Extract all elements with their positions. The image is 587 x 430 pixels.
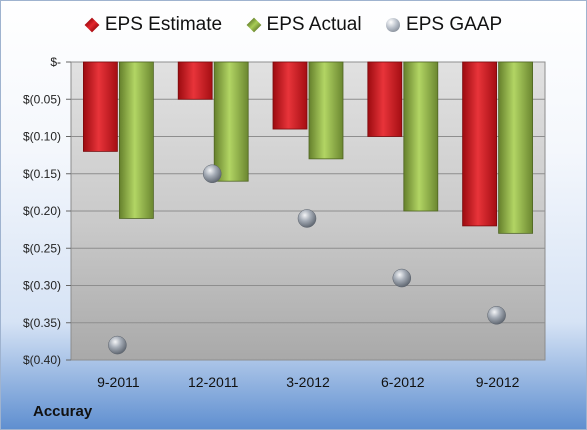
legend-swatch-estimate: [84, 17, 100, 33]
legend-label-actual: EPS Actual: [266, 14, 362, 35]
bar-eps-actual: [308, 61, 344, 160]
bars: [83, 61, 534, 234]
y-tick-label: $(0.15): [23, 167, 61, 181]
bar-eps-estimate: [177, 61, 213, 100]
legend: EPS Estimate EPS Actual EPS GAAP: [0, 14, 587, 44]
legend-item-gaap[interactable]: EPS GAAP: [386, 14, 502, 36]
bar-eps-estimate: [367, 61, 403, 137]
y-tick-label: $(0.10): [23, 130, 61, 144]
point-eps-gaap: [108, 335, 127, 355]
bar-eps-estimate: [83, 61, 118, 152]
x-tick-label: 3-2012: [286, 374, 330, 390]
legend-item-actual[interactable]: EPS Actual: [246, 14, 362, 36]
y-tick-label: $-: [50, 55, 61, 69]
y-tick-label: $(0.25): [23, 241, 61, 255]
x-tick-label: 9-2012: [476, 374, 520, 390]
legend-item-estimate[interactable]: EPS Estimate: [84, 14, 223, 36]
point-eps-gaap: [392, 268, 412, 288]
y-tick-label: $(0.35): [23, 316, 61, 330]
bar-eps-estimate: [462, 61, 498, 227]
x-tick-label: 9-2011: [97, 374, 140, 390]
x-tick-label: 12-2011: [188, 374, 239, 390]
bar-eps-actual: [213, 61, 249, 182]
point-eps-gaap: [297, 209, 317, 228]
gaap-points: [108, 164, 506, 355]
y-tick-label: $(0.20): [23, 204, 61, 218]
company-name: Accuray: [33, 403, 93, 420]
x-axis-ticks: 9-2011 12-2011 3-2012 6-2012 9-2012: [97, 374, 519, 390]
legend-swatch-gaap: [386, 18, 401, 32]
x-tick-label: 6-2012: [381, 374, 425, 390]
y-axis-ticks: $- $(0.05) $(0.10) $(0.15) $(0.20) $(0.25) $(0…: [23, 55, 71, 367]
bar-eps-actual: [403, 61, 439, 212]
bar-eps-actual: [119, 61, 154, 219]
point-eps-gaap: [202, 164, 222, 183]
bar-eps-actual: [498, 61, 534, 234]
legend-label-gaap: EPS GAAP: [406, 14, 503, 35]
legend-label-estimate: EPS Estimate: [104, 14, 223, 35]
y-tick-label: $(0.30): [23, 279, 61, 293]
y-tick-label: $(0.05): [23, 92, 61, 106]
legend-swatch-actual: [246, 17, 261, 33]
point-eps-gaap: [487, 306, 506, 325]
y-tick-label: $(0.40): [23, 353, 61, 367]
bar-eps-estimate: [272, 61, 308, 130]
